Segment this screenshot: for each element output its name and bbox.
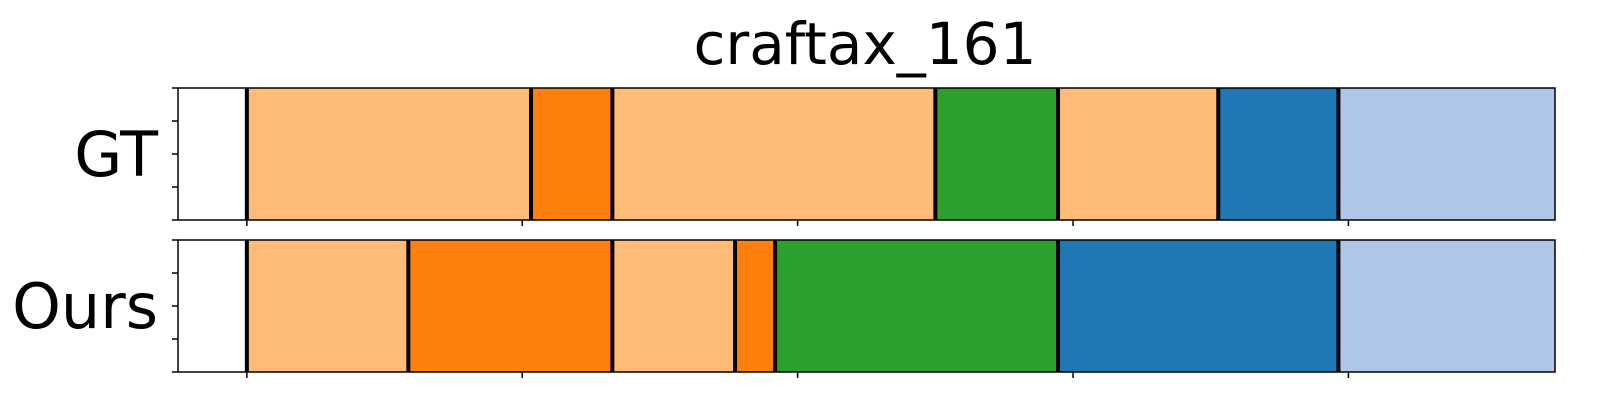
segment-bar <box>1058 240 1339 372</box>
segment-bar <box>1218 88 1339 220</box>
segment-bar <box>178 88 247 220</box>
segment-bar <box>735 240 776 372</box>
segment-bar <box>178 240 247 372</box>
rows-layer: GT Ours <box>12 87 1556 378</box>
segment-bar <box>775 240 1059 372</box>
segment-bar <box>612 88 936 220</box>
segment-bar <box>246 88 532 220</box>
row-ours: Ours <box>12 239 1556 378</box>
chart-title: craftax_161 <box>694 10 1037 78</box>
segment-bar <box>531 88 613 220</box>
segment-bar <box>246 240 409 372</box>
segment-bar <box>612 240 736 372</box>
segment-bar <box>1058 88 1219 220</box>
segment-bar <box>935 88 1059 220</box>
segment-bar <box>1338 88 1555 220</box>
row-gt: GT <box>74 87 1556 226</box>
segment-bar <box>408 240 613 372</box>
segment-bar <box>1338 240 1555 372</box>
row-label-gt: GT <box>74 118 159 191</box>
row-label-ours: Ours <box>12 270 158 343</box>
